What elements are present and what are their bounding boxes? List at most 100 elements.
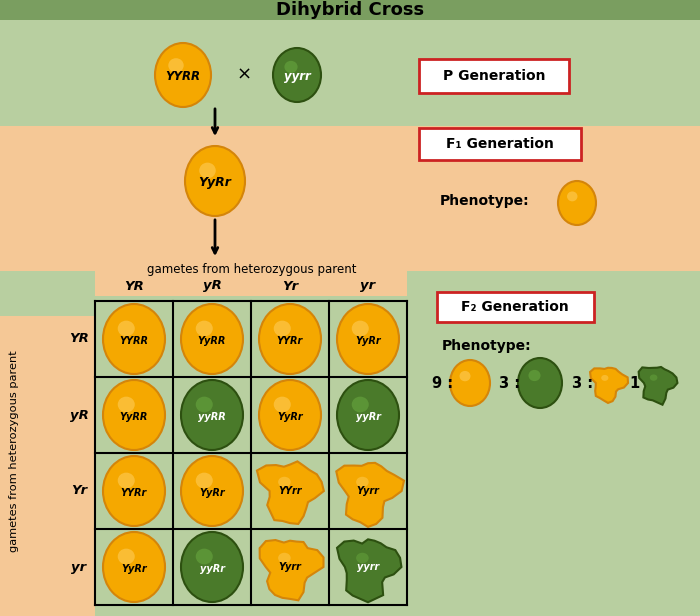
Ellipse shape (118, 397, 135, 412)
Text: 1: 1 (629, 376, 639, 391)
Text: gametes from heterozygous parent: gametes from heterozygous parent (9, 350, 19, 552)
Text: YyRr: YyRr (199, 488, 225, 498)
Bar (95, 453, 173, 529)
Text: 3 :: 3 : (499, 376, 520, 391)
Bar (0, 316, 95, 616)
Ellipse shape (196, 320, 213, 336)
Ellipse shape (181, 304, 243, 374)
Bar (251, 377, 329, 453)
Polygon shape (260, 540, 323, 601)
Text: yyrr: yyrr (357, 562, 379, 572)
Bar (329, 377, 407, 453)
Text: P Generation: P Generation (442, 69, 545, 83)
Text: YR: YR (69, 333, 89, 346)
Ellipse shape (274, 397, 290, 412)
Polygon shape (337, 540, 401, 602)
Ellipse shape (118, 549, 135, 564)
Ellipse shape (284, 61, 298, 73)
FancyBboxPatch shape (437, 292, 594, 322)
Bar (0, 126, 700, 271)
Bar (173, 453, 251, 529)
Text: YyRr: YyRr (277, 411, 303, 422)
Text: yyrr: yyrr (284, 70, 310, 83)
Bar (95, 301, 173, 377)
Ellipse shape (103, 304, 165, 374)
Ellipse shape (181, 532, 243, 602)
Ellipse shape (118, 472, 135, 488)
Bar (251, 453, 329, 529)
Text: Yyrr: Yyrr (356, 486, 379, 496)
Text: Yr: Yr (71, 485, 87, 498)
Bar (173, 301, 251, 377)
Text: gametes from heterozygous parent: gametes from heterozygous parent (147, 262, 357, 275)
Bar (329, 301, 407, 377)
Ellipse shape (337, 304, 399, 374)
Ellipse shape (356, 553, 369, 563)
Bar (173, 377, 251, 453)
Ellipse shape (181, 456, 243, 526)
Ellipse shape (103, 380, 165, 450)
Text: yyRr: yyRr (199, 564, 225, 573)
Ellipse shape (181, 380, 243, 450)
Ellipse shape (278, 553, 290, 563)
Text: YYRR: YYRR (120, 336, 148, 346)
Ellipse shape (567, 192, 577, 201)
Ellipse shape (278, 477, 290, 487)
Polygon shape (638, 367, 678, 405)
Text: YR: YR (124, 280, 144, 293)
Ellipse shape (196, 472, 213, 488)
Text: YyRr: YyRr (355, 336, 381, 346)
Bar (0, 0, 700, 20)
FancyBboxPatch shape (419, 59, 569, 93)
Text: YyRr: YyRr (199, 176, 232, 189)
Bar (0, 271, 700, 616)
Bar (173, 529, 251, 605)
Ellipse shape (199, 163, 216, 179)
Text: 9 :: 9 : (432, 376, 453, 391)
Bar (329, 529, 407, 605)
Ellipse shape (185, 146, 245, 216)
Ellipse shape (259, 304, 321, 374)
Ellipse shape (351, 397, 369, 412)
Text: yyRr: yyRr (356, 411, 381, 422)
Text: Dihybrid Cross: Dihybrid Cross (276, 1, 424, 19)
Ellipse shape (103, 532, 165, 602)
Text: Phenotype:: Phenotype: (440, 194, 530, 208)
Ellipse shape (558, 181, 596, 225)
Ellipse shape (518, 358, 562, 408)
Text: YYRr: YYRr (277, 336, 303, 346)
Text: YYRR: YYRR (165, 70, 200, 83)
Bar (95, 529, 173, 605)
Text: Yr: Yr (282, 280, 298, 293)
Text: F₂ Generation: F₂ Generation (461, 300, 569, 314)
Ellipse shape (274, 320, 290, 336)
Ellipse shape (118, 320, 135, 336)
FancyBboxPatch shape (419, 128, 581, 160)
Polygon shape (336, 463, 404, 527)
Ellipse shape (259, 380, 321, 450)
Bar (95, 377, 173, 453)
Ellipse shape (356, 477, 369, 487)
Ellipse shape (650, 375, 657, 381)
Ellipse shape (155, 43, 211, 107)
Text: yR: yR (202, 280, 221, 293)
Bar (251, 301, 329, 377)
Bar (0, 20, 700, 126)
Ellipse shape (273, 48, 321, 102)
Text: yr: yr (360, 280, 376, 293)
Ellipse shape (196, 397, 213, 412)
Polygon shape (590, 368, 628, 403)
Text: YYrr: YYrr (279, 486, 302, 496)
Ellipse shape (528, 370, 540, 381)
Ellipse shape (337, 380, 399, 450)
Text: F₁ Generation: F₁ Generation (446, 137, 554, 151)
Text: YyRR: YyRR (198, 336, 226, 346)
Text: Phenotype:: Phenotype: (442, 339, 531, 353)
Text: yR: yR (69, 408, 88, 421)
Text: Yyrr: Yyrr (279, 562, 302, 572)
Ellipse shape (103, 456, 165, 526)
Text: 3 :: 3 : (572, 376, 593, 391)
Ellipse shape (168, 58, 183, 73)
Text: YYRr: YYRr (121, 488, 147, 498)
Ellipse shape (450, 360, 490, 406)
